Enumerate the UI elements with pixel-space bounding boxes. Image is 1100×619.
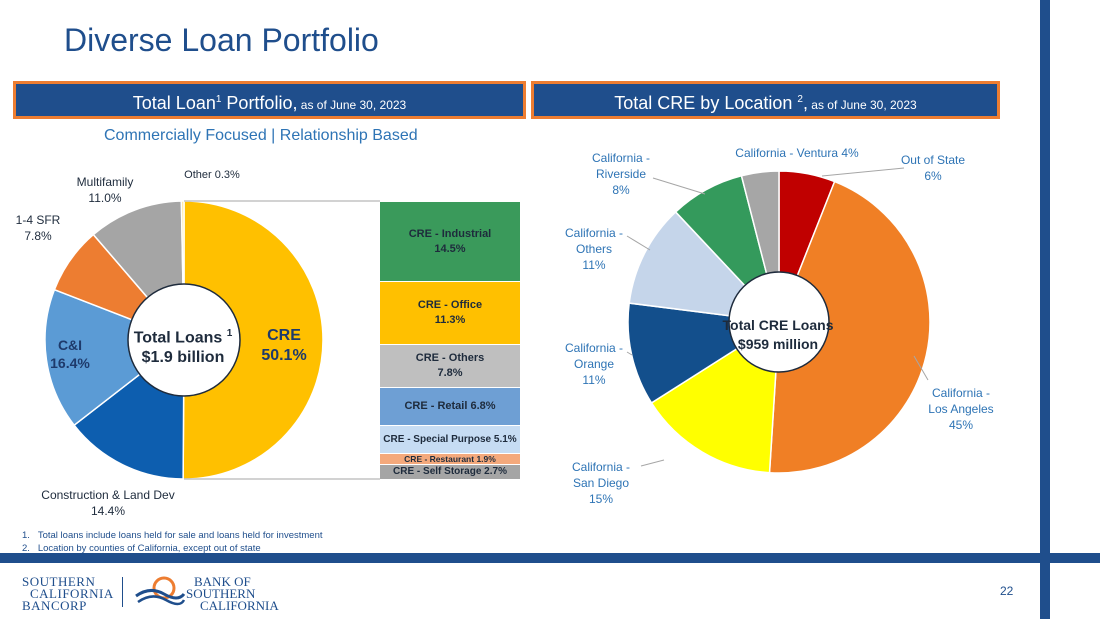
right-header-sup: 2 [797, 94, 803, 105]
footnote-2: 2. Location by counties of California, e… [22, 543, 261, 554]
right-header-date: as of June 30, 2023 [807, 98, 917, 112]
stack-segment-value: 14.5% [434, 242, 466, 255]
left-header-main: Total Loan [132, 93, 216, 113]
label-riverside: California - Riverside 8% [591, 151, 651, 197]
cre-location-center-circle [728, 271, 830, 373]
footnote-1: 1. Total loans include loans held for sa… [22, 530, 323, 541]
label-c-and-i: C&I 16.4% [50, 337, 90, 371]
cre-location-slice-california-los-angeles [768, 180, 931, 474]
loan-slice-cre [182, 200, 324, 480]
stack-segment-cre-office: CRE - Office 11.3% [380, 281, 520, 345]
leader-riverside [652, 177, 706, 195]
stack-segment-name: CRE - Restaurant [404, 454, 475, 465]
stack-segment-value: 11.3% [434, 314, 466, 327]
stack-segment-name: CRE - Retail [404, 400, 468, 413]
stack-segment-name: CRE - Industrial [408, 227, 492, 240]
left-subtitle: Commercially Focused | Relationship Base… [104, 127, 418, 144]
stack-segment-cre-retail: CRE - Retail 6.8% [380, 387, 520, 426]
label-1-4-sfr: 1-4 SFR 7.8% [15, 213, 61, 243]
stack-segment-cre-self-storage: CRE - Self Storage 2.7% [380, 464, 520, 479]
right-header-rest: , [802, 93, 808, 113]
leader-out-of-state [821, 167, 905, 177]
leader-los-angeles [913, 355, 929, 381]
loan-slice-c-i [44, 288, 186, 427]
stack-segment-name: CRE - Self Storage [393, 466, 482, 477]
left-header-sup: 1 [215, 94, 222, 105]
total-loans-center-label: Total Loans 1 $1.9 billion [133, 328, 233, 367]
right-section-header: Total CRE by Location 2, as of June 30, … [531, 81, 1000, 119]
leader-san-diego [640, 459, 665, 467]
total-cre-center-label: Total CRE Loans $959 million [722, 317, 834, 352]
page-title: Diverse Loan Portfolio [64, 22, 379, 58]
stack-segment-cre-special-purpose: CRE - Special Purpose 5.1% [380, 425, 520, 454]
stack-segment-value: 7.8% [437, 367, 463, 380]
page-number: 22 [1000, 584, 1014, 598]
label-other: Other 0.3% [184, 169, 240, 181]
bank-wave-logo-icon [135, 576, 186, 606]
left-section-header: Total Loan1 Portfolio, as of June 30, 20… [13, 81, 526, 119]
stack-segment-name: CRE - Others [415, 352, 485, 365]
logo-divider [122, 577, 123, 607]
label-out-of-state: Out of State 6% [900, 153, 966, 183]
label-cre: CRE 50.1% [261, 327, 307, 364]
label-construction: Construction & Land Dev 14.4% [41, 488, 175, 518]
label-multifamily: Multifamily 11.0% [76, 175, 134, 205]
label-san-diego: California - San Diego 15% [571, 460, 631, 506]
stack-segment-value: 1.9% [476, 454, 496, 465]
label-ventura: California - Ventura 4% [735, 146, 859, 160]
stack-segment-value: 5.1% [493, 433, 517, 445]
leader-others [626, 235, 651, 251]
stack-segment-cre-restaurant: CRE - Restaurant 1.9% [380, 453, 520, 464]
loan-center-circle [127, 283, 241, 397]
stack-segment-name: CRE - Special Purpose [383, 433, 492, 445]
right-accent-bar [1040, 0, 1050, 619]
stack-segment-cre-industrial: CRE - Industrial 14.5% [380, 201, 520, 282]
label-los-angeles: California - Los Angeles 45% [928, 386, 994, 432]
leader-orange [626, 351, 633, 356]
bank-of-southern-california-logo: BANK OF SOUTHERN CALIFORNIA [186, 574, 279, 613]
stack-segment-value: 6.8% [470, 400, 496, 413]
label-orange: California - Orange 11% [564, 341, 624, 387]
stack-segment-name: CRE - Office [417, 299, 483, 312]
left-header-rest: Portfolio, [221, 93, 298, 113]
bottom-accent-bar [0, 553, 1100, 563]
southern-california-bancorp-logo: SOUTHERN CALIFORNIA BANCORP [22, 574, 114, 613]
label-others: California - Others 11% [564, 226, 624, 272]
stack-segment-value: 2.7% [484, 466, 507, 477]
stack-segment-cre-others: CRE - Others 7.8% [380, 344, 520, 388]
left-header-date: as of June 30, 2023 [297, 98, 407, 112]
right-header-main: Total CRE by Location [614, 93, 798, 113]
